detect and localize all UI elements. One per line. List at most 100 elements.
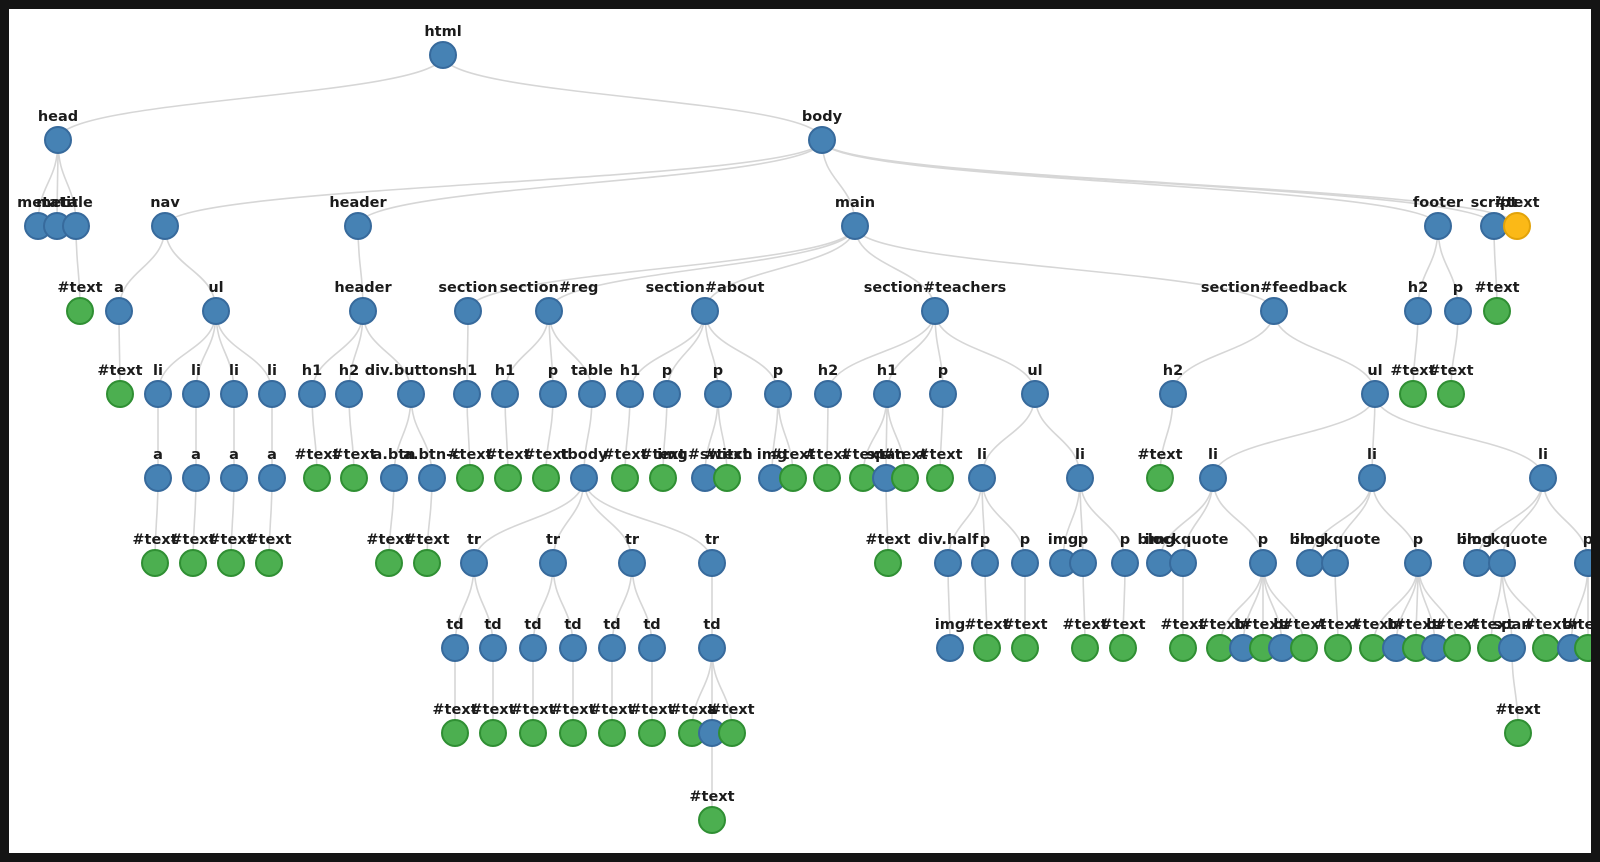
node-circle[interactable] xyxy=(144,464,172,492)
node-circle[interactable] xyxy=(479,634,507,662)
node-circle[interactable] xyxy=(418,464,446,492)
node-circle[interactable] xyxy=(258,380,286,408)
node-circle[interactable] xyxy=(973,634,1001,662)
node-circle[interactable] xyxy=(519,719,547,747)
node-circle[interactable] xyxy=(653,380,681,408)
node-circle[interactable] xyxy=(182,464,210,492)
node-circle[interactable] xyxy=(1109,634,1137,662)
node-circle[interactable] xyxy=(62,212,90,240)
node-circle[interactable] xyxy=(344,212,372,240)
node-circle[interactable] xyxy=(1488,549,1516,577)
node-circle[interactable] xyxy=(891,464,919,492)
node-circle[interactable] xyxy=(1169,549,1197,577)
node-circle[interactable] xyxy=(1296,549,1324,577)
node-circle[interactable] xyxy=(638,634,666,662)
node-circle[interactable] xyxy=(144,380,172,408)
node-circle[interactable] xyxy=(611,464,639,492)
node-circle[interactable] xyxy=(217,549,245,577)
node-circle[interactable] xyxy=(429,41,457,69)
node-circle[interactable] xyxy=(1021,380,1049,408)
node-circle[interactable] xyxy=(258,464,286,492)
node-circle[interactable] xyxy=(519,634,547,662)
node-circle[interactable] xyxy=(921,297,949,325)
node-circle[interactable] xyxy=(813,464,841,492)
node-circle[interactable] xyxy=(1404,297,1432,325)
node-circle[interactable] xyxy=(1069,549,1097,577)
node-circle[interactable] xyxy=(375,549,403,577)
node-circle[interactable] xyxy=(535,297,563,325)
node-circle[interactable] xyxy=(929,380,957,408)
node-circle[interactable] xyxy=(335,380,363,408)
node-circle[interactable] xyxy=(220,380,248,408)
node-circle[interactable] xyxy=(66,297,94,325)
node-circle[interactable] xyxy=(106,380,134,408)
node-circle[interactable] xyxy=(397,380,425,408)
node-circle[interactable] xyxy=(179,549,207,577)
node-circle[interactable] xyxy=(1071,634,1099,662)
node-circle[interactable] xyxy=(1529,464,1557,492)
node-circle[interactable] xyxy=(718,719,746,747)
node-circle[interactable] xyxy=(413,549,441,577)
node-circle[interactable] xyxy=(1361,380,1389,408)
node-circle[interactable] xyxy=(934,549,962,577)
node-circle[interactable] xyxy=(616,380,644,408)
node-circle[interactable] xyxy=(460,549,488,577)
node-circle[interactable] xyxy=(349,297,377,325)
node-circle[interactable] xyxy=(873,380,901,408)
node-circle[interactable] xyxy=(713,464,741,492)
node-circle[interactable] xyxy=(1532,634,1560,662)
highlighted-node-circle[interactable] xyxy=(1503,212,1531,240)
node-circle[interactable] xyxy=(1358,464,1386,492)
node-circle[interactable] xyxy=(441,634,469,662)
node-circle[interactable] xyxy=(1066,464,1094,492)
node-circle[interactable] xyxy=(598,634,626,662)
node-circle[interactable] xyxy=(454,297,482,325)
node-circle[interactable] xyxy=(1321,549,1349,577)
node-circle[interactable] xyxy=(1574,549,1591,577)
node-circle[interactable] xyxy=(1404,549,1432,577)
node-circle[interactable] xyxy=(698,634,726,662)
node-circle[interactable] xyxy=(1324,634,1352,662)
node-circle[interactable] xyxy=(618,549,646,577)
node-circle[interactable] xyxy=(1504,719,1532,747)
node-circle[interactable] xyxy=(456,464,484,492)
node-circle[interactable] xyxy=(874,549,902,577)
node-circle[interactable] xyxy=(808,126,836,154)
node-circle[interactable] xyxy=(968,464,996,492)
node-circle[interactable] xyxy=(494,464,522,492)
node-circle[interactable] xyxy=(479,719,507,747)
node-circle[interactable] xyxy=(1146,464,1174,492)
node-circle[interactable] xyxy=(1260,297,1288,325)
node-circle[interactable] xyxy=(539,380,567,408)
node-circle[interactable] xyxy=(340,464,368,492)
node-circle[interactable] xyxy=(704,380,732,408)
node-circle[interactable] xyxy=(1159,380,1187,408)
node-circle[interactable] xyxy=(1443,634,1471,662)
node-circle[interactable] xyxy=(764,380,792,408)
node-circle[interactable] xyxy=(779,464,807,492)
node-circle[interactable] xyxy=(1463,549,1491,577)
node-circle[interactable] xyxy=(698,806,726,834)
node-circle[interactable] xyxy=(638,719,666,747)
node-circle[interactable] xyxy=(559,719,587,747)
node-circle[interactable] xyxy=(570,464,598,492)
node-circle[interactable] xyxy=(1424,212,1452,240)
node-circle[interactable] xyxy=(491,380,519,408)
node-circle[interactable] xyxy=(1444,297,1472,325)
node-circle[interactable] xyxy=(578,380,606,408)
node-circle[interactable] xyxy=(255,549,283,577)
node-circle[interactable] xyxy=(1011,549,1039,577)
node-circle[interactable] xyxy=(1199,464,1227,492)
node-circle[interactable] xyxy=(105,297,133,325)
node-circle[interactable] xyxy=(1011,634,1039,662)
node-circle[interactable] xyxy=(649,464,677,492)
node-circle[interactable] xyxy=(936,634,964,662)
node-circle[interactable] xyxy=(202,297,230,325)
node-circle[interactable] xyxy=(698,549,726,577)
node-circle[interactable] xyxy=(1437,380,1465,408)
node-circle[interactable] xyxy=(441,719,469,747)
node-circle[interactable] xyxy=(1249,549,1277,577)
node-circle[interactable] xyxy=(453,380,481,408)
node-circle[interactable] xyxy=(1574,634,1591,662)
node-circle[interactable] xyxy=(151,212,179,240)
